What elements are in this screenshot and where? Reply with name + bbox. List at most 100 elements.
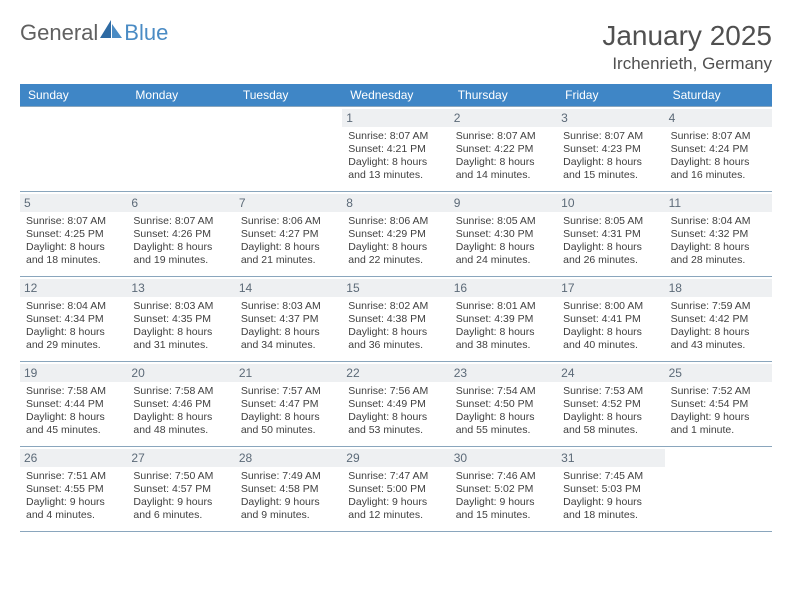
detail-ss: Sunset: 4:25 PM: [26, 228, 121, 241]
header: General Blue January 2025 Irchenrieth, G…: [20, 20, 772, 74]
dayhead-friday: Friday: [557, 84, 664, 106]
detail-sr: Sunrise: 7:56 AM: [348, 385, 443, 398]
day-number: 7: [235, 194, 342, 212]
detail-d2: and 40 minutes.: [563, 339, 658, 352]
day-details: Sunrise: 8:06 AMSunset: 4:29 PMDaylight:…: [348, 215, 443, 268]
day-details: Sunrise: 7:58 AMSunset: 4:44 PMDaylight:…: [26, 385, 121, 438]
day-details: Sunrise: 8:07 AMSunset: 4:24 PMDaylight:…: [671, 130, 766, 183]
detail-d1: Daylight: 8 hours: [348, 411, 443, 424]
day-details: Sunrise: 8:04 AMSunset: 4:32 PMDaylight:…: [671, 215, 766, 268]
detail-d2: and 21 minutes.: [241, 254, 336, 267]
calendar-cell: 2Sunrise: 8:07 AMSunset: 4:22 PMDaylight…: [450, 107, 557, 191]
calendar-cell: 29 Sunrise: 7:47 AMSunset: 5:00 PMDayligh…: [342, 447, 449, 531]
day-details: Sunrise: 7:52 AMSunset: 4:54 PMDaylight:…: [671, 385, 766, 438]
calendar-cell: 31Sunrise: 7:45 AMSunset: 5:03 PMDayligh…: [557, 447, 664, 531]
brand-word1: General: [20, 20, 98, 46]
dayhead-wednesday: Wednesday: [342, 84, 449, 106]
detail-sr: Sunrise: 8:05 AM: [456, 215, 551, 228]
day-details: Sunrise: 8:05 AMSunset: 4:30 PMDaylight:…: [456, 215, 551, 268]
day-details: Sunrise: 7:51 AMSunset: 4:55 PMDaylight:…: [26, 470, 121, 523]
dayhead-tuesday: Tuesday: [235, 84, 342, 106]
detail-d1: Daylight: 9 hours: [563, 496, 658, 509]
detail-sr: Sunrise: 7:53 AM: [563, 385, 658, 398]
detail-d2: and 34 minutes.: [241, 339, 336, 352]
day-number: 15: [342, 279, 449, 297]
detail-ss: Sunset: 4:29 PM: [348, 228, 443, 241]
calendar-week: 26Sunrise: 7:51 AMSunset: 4:55 PMDayligh…: [20, 446, 772, 532]
detail-sr: Sunrise: 8:04 AM: [26, 300, 121, 313]
detail-ss: Sunset: 4:21 PM: [348, 143, 443, 156]
detail-ss: Sunset: 4:27 PM: [241, 228, 336, 241]
day-details: Sunrise: 8:03 AMSunset: 4:35 PMDaylight:…: [133, 300, 228, 353]
detail-ss: Sunset: 4:24 PM: [671, 143, 766, 156]
day-details: Sunrise: 7:47 AMSunset: 5:00 PMDaylight:…: [348, 470, 443, 523]
day-number: 24: [557, 364, 664, 382]
detail-ss: Sunset: 5:02 PM: [456, 483, 551, 496]
calendar-week: 1Sunrise: 8:07 AMSunset: 4:21 PMDaylight…: [20, 106, 772, 191]
detail-sr: Sunrise: 7:45 AM: [563, 470, 658, 483]
detail-d2: and 31 minutes.: [133, 339, 228, 352]
day-details: Sunrise: 8:07 AMSunset: 4:22 PMDaylight:…: [456, 130, 551, 183]
detail-ss: Sunset: 4:50 PM: [456, 398, 551, 411]
day-details: Sunrise: 8:02 AMSunset: 4:38 PMDaylight:…: [348, 300, 443, 353]
day-details: Sunrise: 7:53 AMSunset: 4:52 PMDaylight:…: [563, 385, 658, 438]
calendar-body: 1Sunrise: 8:07 AMSunset: 4:21 PMDaylight…: [20, 106, 772, 532]
detail-d2: and 22 minutes.: [348, 254, 443, 267]
calendar-cell: 13 Sunrise: 8:03 AMSunset: 4:35 PMDayligh…: [127, 277, 234, 361]
calendar-cell: 6Sunrise: 8:07 AMSunset: 4:26 PMDaylight…: [127, 192, 234, 276]
detail-sr: Sunrise: 8:07 AM: [671, 130, 766, 143]
calendar-week: 12Sunrise: 8:04 AMSunset: 4:34 PMDayligh…: [20, 276, 772, 361]
calendar-cell: 11Sunrise: 8:04 AMSunset: 4:32 PMDayligh…: [665, 192, 772, 276]
day-number: 17: [557, 279, 664, 297]
day-number: 22: [342, 364, 449, 382]
calendar-cell: 28Sunrise: 7:49 AMSunset: 4:58 PMDayligh…: [235, 447, 342, 531]
calendar-cell: 8 Sunrise: 8:06 AMSunset: 4:29 PMDaylight…: [342, 192, 449, 276]
day-details: Sunrise: 8:06 AMSunset: 4:27 PMDaylight:…: [241, 215, 336, 268]
detail-ss: Sunset: 4:38 PM: [348, 313, 443, 326]
day-details: Sunrise: 8:07 AMSunset: 4:23 PMDaylight:…: [563, 130, 658, 183]
day-number: 8: [342, 194, 449, 212]
detail-d1: Daylight: 8 hours: [456, 156, 551, 169]
detail-d2: and 1 minute.: [671, 424, 766, 437]
detail-d1: Daylight: 8 hours: [348, 326, 443, 339]
day-number: 31: [557, 449, 664, 467]
detail-sr: Sunrise: 8:07 AM: [348, 130, 443, 143]
day-details: Sunrise: 8:05 AMSunset: 4:31 PMDaylight:…: [563, 215, 658, 268]
calendar-cell: 18 Sunrise: 7:59 AMSunset: 4:42 PMDayligh…: [665, 277, 772, 361]
detail-d2: and 48 minutes.: [133, 424, 228, 437]
day-number: 29: [342, 449, 449, 467]
location: Irchenrieth, Germany: [602, 54, 772, 74]
detail-d2: and 28 minutes.: [671, 254, 766, 267]
day-number: 3: [557, 109, 664, 127]
calendar-cell: 21Sunrise: 7:57 AMSunset: 4:47 PMDayligh…: [235, 362, 342, 446]
detail-d1: Daylight: 8 hours: [133, 326, 228, 339]
day-details: Sunrise: 8:00 AMSunset: 4:41 PMDaylight:…: [563, 300, 658, 353]
detail-d1: Daylight: 8 hours: [133, 241, 228, 254]
detail-d2: and 19 minutes.: [133, 254, 228, 267]
detail-d2: and 14 minutes.: [456, 169, 551, 182]
detail-d1: Daylight: 8 hours: [26, 411, 121, 424]
calendar-week: 19Sunrise: 7:58 AMSunset: 4:44 PMDayligh…: [20, 361, 772, 446]
day-details: Sunrise: 7:59 AMSunset: 4:42 PMDaylight:…: [671, 300, 766, 353]
detail-ss: Sunset: 4:58 PM: [241, 483, 336, 496]
calendar-cell: 30Sunrise: 7:46 AMSunset: 5:02 PMDayligh…: [450, 447, 557, 531]
detail-d2: and 50 minutes.: [241, 424, 336, 437]
detail-sr: Sunrise: 7:57 AM: [241, 385, 336, 398]
calendar-cell: 23Sunrise: 7:54 AMSunset: 4:50 PMDayligh…: [450, 362, 557, 446]
calendar-cell: 17 Sunrise: 8:00 AMSunset: 4:41 PMDayligh…: [557, 277, 664, 361]
day-number: 18: [665, 279, 772, 297]
detail-d2: and 15 minutes.: [456, 509, 551, 522]
day-number: 20: [127, 364, 234, 382]
month-title: January 2025: [602, 20, 772, 52]
detail-d1: Daylight: 9 hours: [456, 496, 551, 509]
detail-sr: Sunrise: 7:58 AM: [26, 385, 121, 398]
calendar-cell: 9Sunrise: 8:05 AMSunset: 4:30 PMDaylight…: [450, 192, 557, 276]
detail-ss: Sunset: 4:52 PM: [563, 398, 658, 411]
day-number: 13: [127, 279, 234, 297]
day-number: 6: [127, 194, 234, 212]
day-details: Sunrise: 7:46 AMSunset: 5:02 PMDaylight:…: [456, 470, 551, 523]
detail-d2: and 43 minutes.: [671, 339, 766, 352]
detail-d1: Daylight: 8 hours: [563, 411, 658, 424]
day-number: 16: [450, 279, 557, 297]
detail-d2: and 53 minutes.: [348, 424, 443, 437]
